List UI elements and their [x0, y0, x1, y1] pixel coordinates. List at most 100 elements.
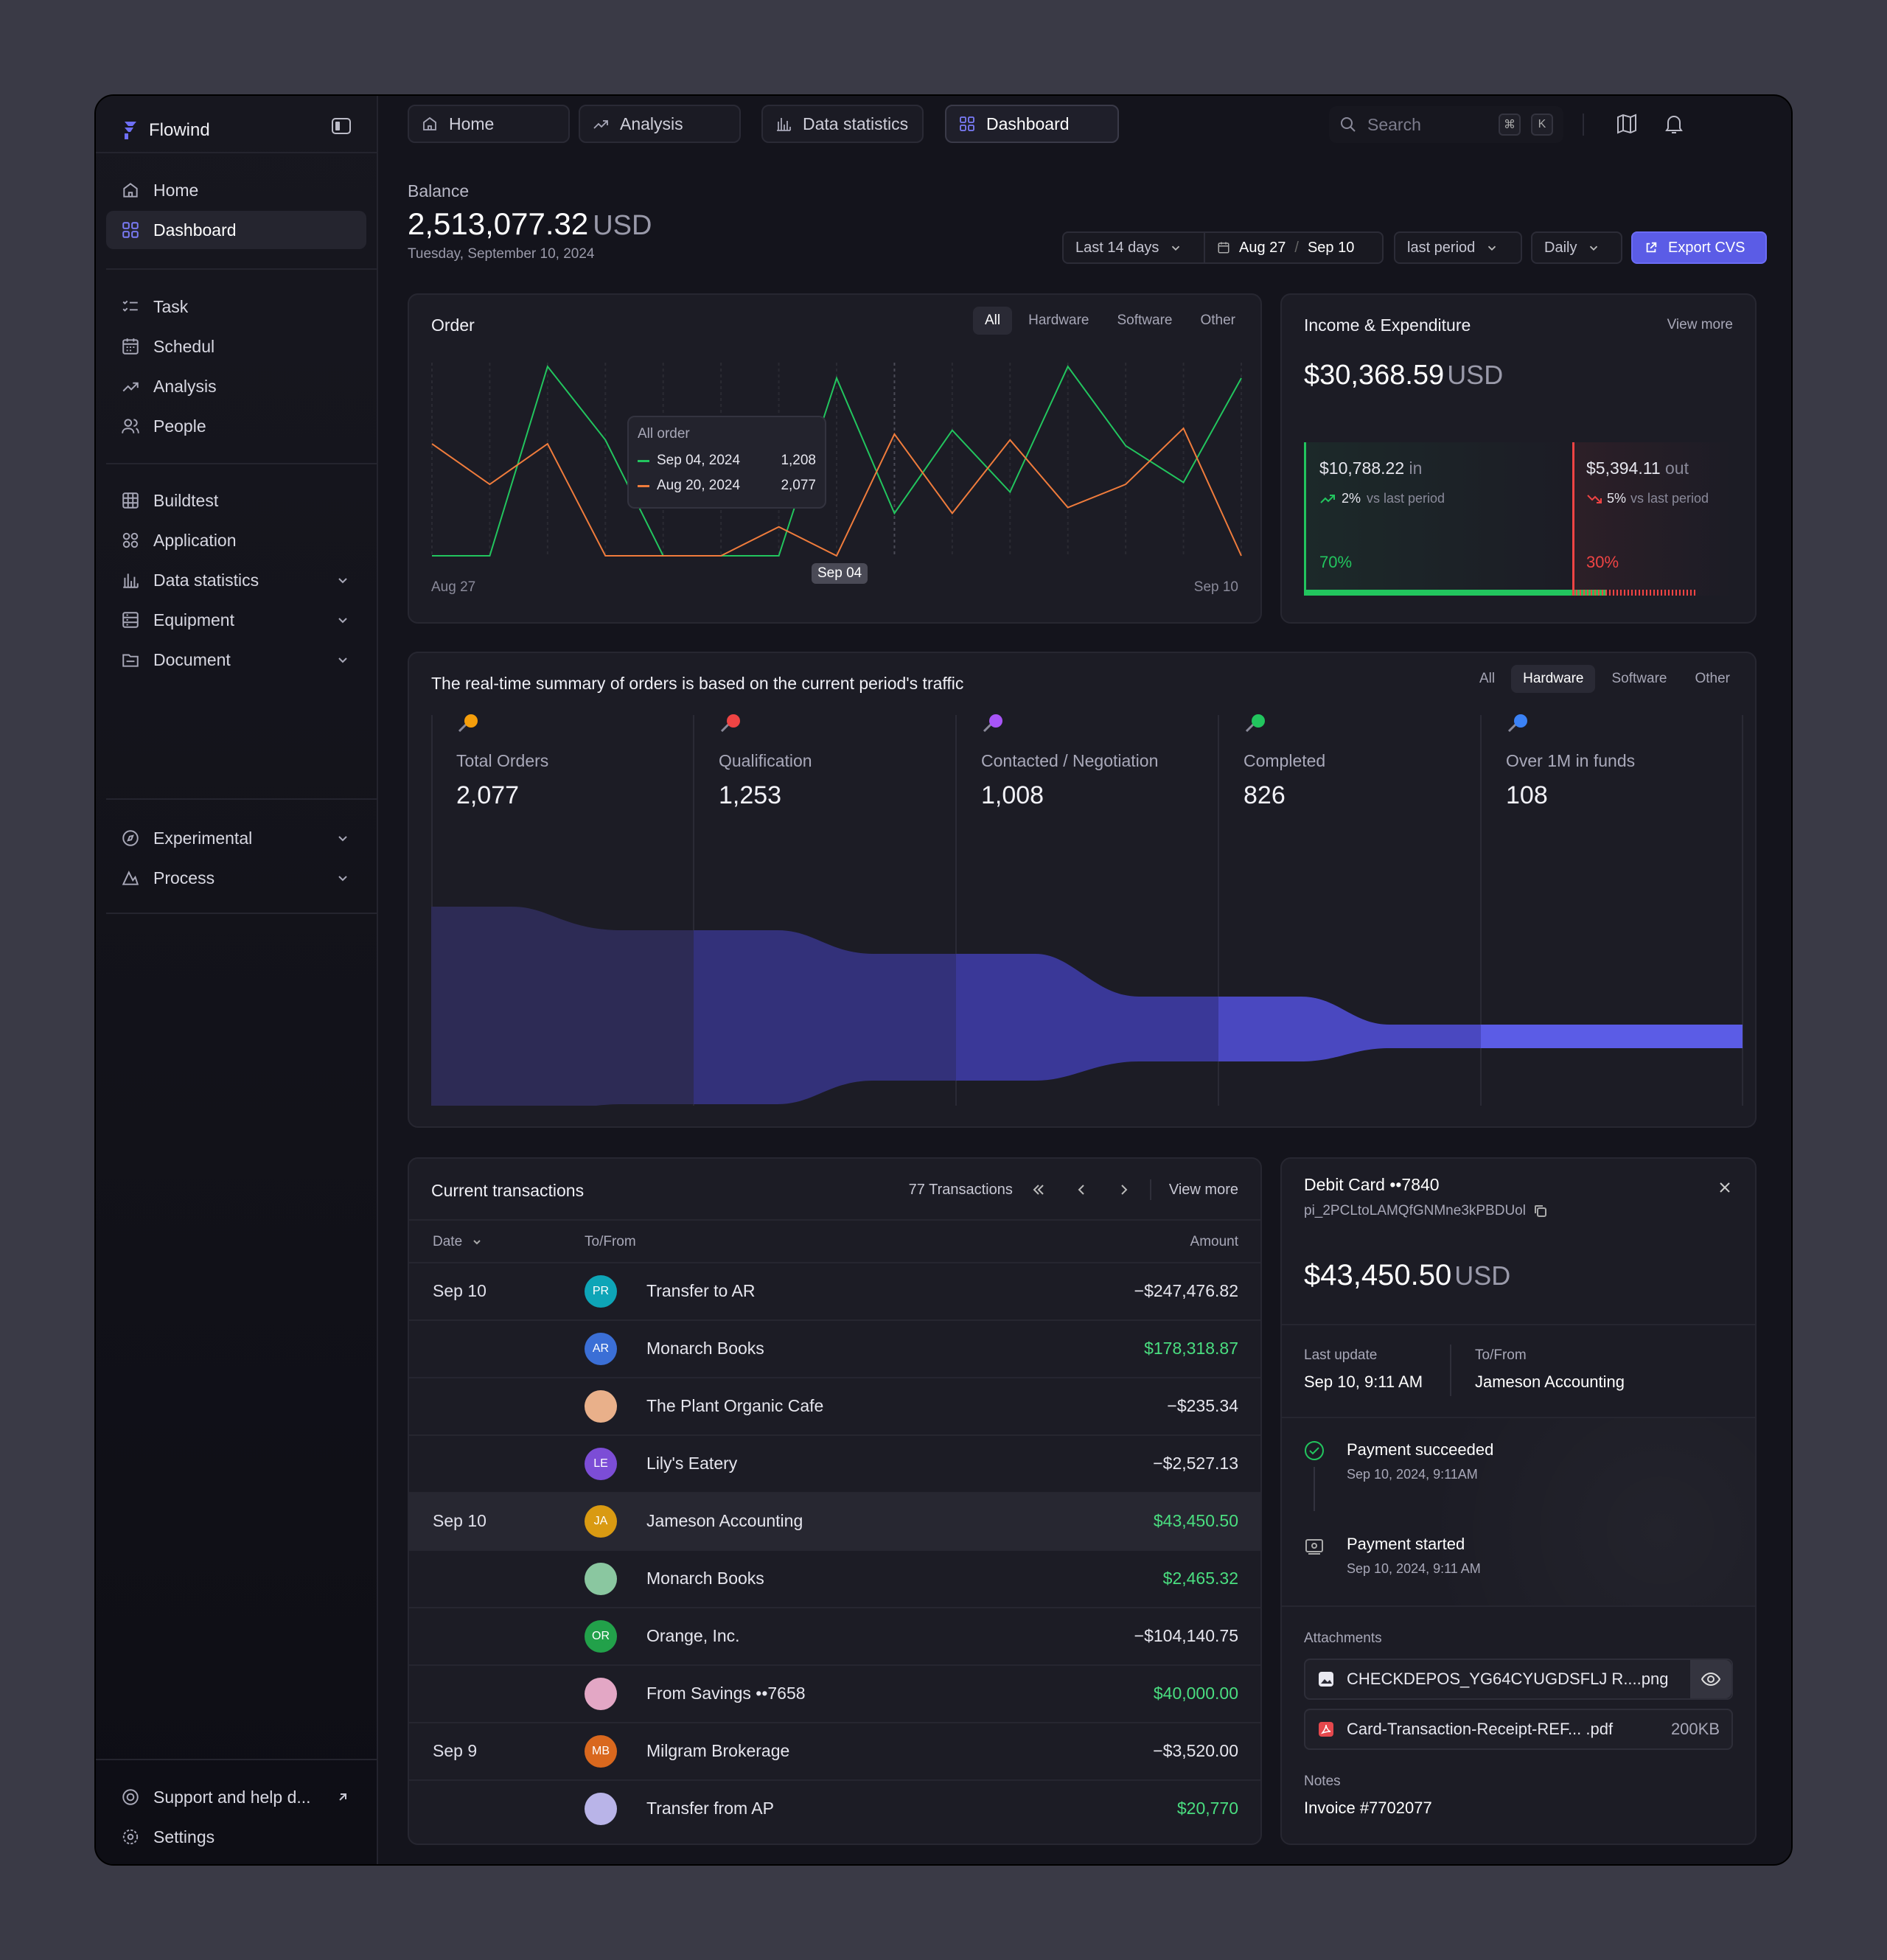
row-amount: −$3,520.00 [1153, 1741, 1238, 1760]
export-button[interactable]: Export CVS [1631, 231, 1767, 264]
chevron-left-icon[interactable] [1073, 1182, 1089, 1198]
sidebar-item-process[interactable]: Process [106, 859, 366, 897]
sidebar-item-task[interactable]: Task [106, 287, 366, 326]
attachment-item[interactable]: CHECKDEPOS_YG64CYUGDSFLJ R....png [1304, 1659, 1733, 1700]
sidebar-item-people[interactable]: People [106, 407, 366, 445]
close-icon[interactable] [1717, 1179, 1733, 1196]
chevrons-left-icon[interactable] [1030, 1182, 1047, 1198]
out-change: 5% [1607, 491, 1627, 506]
sidebar-item-analysis[interactable]: Analysis [106, 367, 366, 405]
interval-select[interactable]: Daily [1531, 231, 1622, 264]
pushpin-icon [1507, 714, 1527, 733]
date-range-picker[interactable]: Aug 27 / Sep 10 [1204, 231, 1384, 264]
copy-icon[interactable] [1533, 1204, 1548, 1218]
check-circle-icon [1305, 1441, 1324, 1460]
stat-label: Completed [1244, 751, 1326, 770]
tab-label: Dashboard [986, 114, 1070, 133]
sidebar-item-schedul[interactable]: Schedul [106, 327, 366, 366]
chevron-right-icon[interactable] [1116, 1182, 1132, 1198]
filter-hardware[interactable]: Hardware [1028, 313, 1089, 328]
pushpin-icon [1245, 714, 1265, 733]
table-row[interactable]: AR Monarch Books $178,318.87 [409, 1319, 1260, 1377]
preview-button[interactable] [1690, 1660, 1731, 1698]
tab-data-statistics[interactable]: Data statistics [761, 105, 924, 143]
avatar [585, 1390, 617, 1423]
in-label: in [1409, 458, 1423, 478]
filter-software[interactable]: Software [1117, 313, 1173, 328]
stat-label: Contacted / Negotiation [981, 751, 1159, 770]
income-card: Income & Expenditure View more $30,368.5… [1280, 293, 1757, 624]
stat-value: 1,253 [719, 781, 782, 809]
table-row[interactable]: From Savings ••7658 $40,000.00 [409, 1664, 1260, 1722]
debit-card-panel: Debit Card ••7840 pi_2PCLtoLAMQfGNMne3kP… [1280, 1157, 1757, 1845]
top-bar: Home Analysis Data statistics Dashboard … [378, 96, 1791, 152]
filter-other[interactable]: Other [1695, 671, 1730, 686]
stat-completed: Completed 826 [1244, 712, 1506, 810]
table-row[interactable]: LE Lily's Eatery −$2,527.13 [409, 1434, 1260, 1492]
debit-amount: $43,450.50 [1304, 1259, 1452, 1291]
pager-divider [1149, 1179, 1151, 1200]
external-link-icon [1646, 242, 1657, 253]
sidebar-item-buildtest[interactable]: Buildtest [106, 481, 366, 520]
tab-dashboard[interactable]: Dashboard [945, 105, 1119, 143]
filter-hardware[interactable]: Hardware [1511, 665, 1596, 693]
table-row[interactable]: Monarch Books $2,465.32 [409, 1549, 1260, 1607]
income-total: $30,368.59 USD [1304, 360, 1503, 391]
sidebar-item-home[interactable]: Home [106, 171, 366, 209]
table-row[interactable]: The Plant Organic Cafe −$235.34 [409, 1377, 1260, 1434]
table-row[interactable]: Sep 9 MB Milgram Brokerage −$3,520.00 [409, 1722, 1260, 1779]
sidebar-item-application[interactable]: Application [106, 521, 366, 559]
avatar: AR [585, 1333, 617, 1365]
sidebar-toggle-icon[interactable] [330, 115, 352, 137]
tooltip-row-value: 2,077 [781, 478, 816, 493]
sidebar-item-label: Analysis [153, 376, 217, 396]
sidebar-item-data-statistics[interactable]: Data statistics [106, 561, 366, 599]
range-select[interactable]: Last 14 days [1062, 231, 1205, 264]
table-row[interactable]: Sep 10 JA Jameson Accounting $43,450.50 [409, 1492, 1260, 1549]
compare-select[interactable]: last period [1394, 231, 1522, 264]
filter-all[interactable]: All [972, 307, 1013, 335]
bell-icon[interactable] [1662, 112, 1686, 136]
row-date: Sep 10 [433, 1281, 486, 1300]
sidebar-item-experimental[interactable]: Experimental [106, 819, 366, 857]
equipment-icon [122, 612, 139, 628]
tooltip-row: Sep 04, 2024 1,208 [638, 453, 816, 469]
payment-id: pi_2PCLtoLAMQfGNMne3kPBDUol [1304, 1203, 1526, 1218]
view-more-link[interactable]: View more [1168, 1181, 1238, 1198]
sidebar-item-label: Experimental [153, 828, 253, 848]
attachment-item[interactable]: Card-Transaction-Receipt-REF... .pdf 200… [1304, 1709, 1733, 1750]
sidebar-item-dashboard[interactable]: Dashboard [106, 211, 366, 249]
sidebar-item-settings[interactable]: Settings [106, 1818, 366, 1856]
out-label: out [1665, 458, 1689, 478]
tofrom-value: Jameson Accounting [1475, 1373, 1625, 1391]
chevron-down-icon [338, 836, 347, 842]
sidebar-item-support[interactable]: Support and help d... [106, 1778, 366, 1816]
row-name: Jameson Accounting [646, 1511, 803, 1530]
filter-software[interactable]: Software [1611, 671, 1667, 686]
tab-home[interactable]: Home [408, 105, 570, 143]
table-row[interactable]: OR Orange, Inc. −$104,140.75 [409, 1607, 1260, 1664]
out-row: $5,394.11 out [1586, 458, 1689, 478]
sidebar-item-document[interactable]: Document [106, 641, 366, 679]
map-icon[interactable] [1615, 112, 1639, 136]
filter-other[interactable]: Other [1200, 313, 1235, 328]
filter-all[interactable]: All [1479, 671, 1496, 686]
col-date[interactable]: Date [433, 1234, 483, 1250]
chart-tooltip: All order Sep 04, 2024 1,208 Aug 20, 202… [627, 416, 826, 509]
nav-top: Home Dashboard [106, 171, 366, 251]
view-more-link[interactable]: View more [1667, 317, 1733, 332]
search-box[interactable]: Search ⌘ K [1329, 106, 1563, 143]
avatar: PR [585, 1275, 617, 1308]
table-row[interactable]: Sep 10 PR Transfer to AR −$247,476.82 [409, 1262, 1260, 1319]
brand[interactable]: Flowind [122, 112, 210, 149]
table-row[interactable]: Transfer from AP $20,770 [409, 1779, 1260, 1837]
row-amount: $20,770 [1176, 1799, 1238, 1818]
summary-card: The real-time summary of orders is based… [408, 652, 1757, 1128]
event-title: Payment started [1347, 1535, 1465, 1553]
bar-chart-icon [123, 573, 139, 588]
tab-analysis[interactable]: Analysis [579, 105, 741, 143]
order-title: Order [431, 315, 475, 335]
sidebar-item-equipment[interactable]: Equipment [106, 601, 366, 639]
in-vs: vs last period [1367, 491, 1445, 506]
balance-label: Balance [408, 181, 470, 200]
